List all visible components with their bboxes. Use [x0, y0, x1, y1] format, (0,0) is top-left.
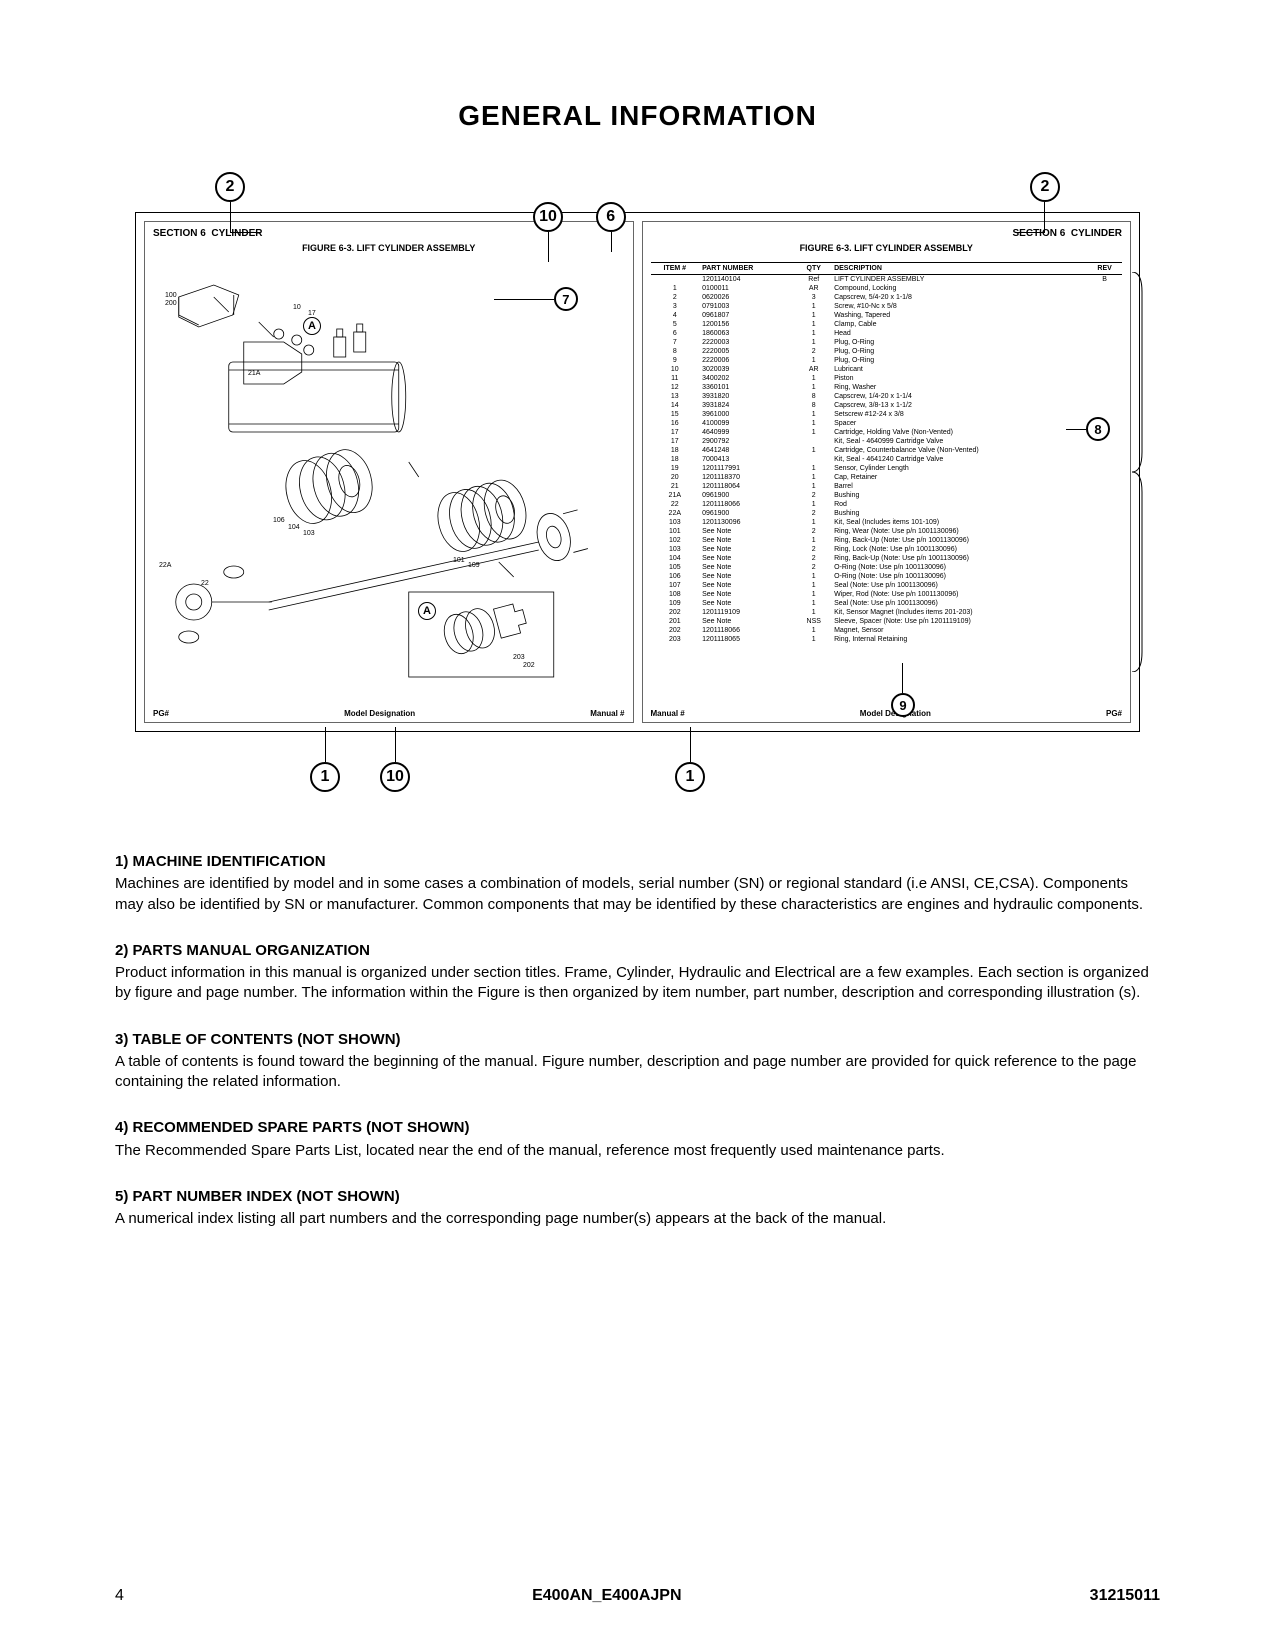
- callout-9: 9: [891, 693, 915, 717]
- info-sections: 1) MACHINE IDENTIFICATIONMachines are id…: [115, 852, 1160, 1229]
- table-row: 109See Note1Seal (Note: Use p/n 10011300…: [651, 599, 1123, 608]
- table-row: 20212011180661Magnet, Sensor: [651, 626, 1123, 635]
- parts-col-header: REV: [1087, 263, 1122, 275]
- callout-2-right: 2: [1030, 172, 1060, 202]
- table-row: 104See Note2Ring, Back-Up (Note: Use p/n…: [651, 554, 1123, 563]
- table-row: 2012011183701Cap, Retainer: [651, 473, 1123, 482]
- table-row: 107See Note1Seal (Note: Use p/n 10011300…: [651, 581, 1123, 590]
- table-row: 103020039ARLubricant: [651, 365, 1123, 374]
- table-row: 409618071Washing, Tapered: [651, 311, 1123, 320]
- footer-manual-number: 31215011: [1090, 1587, 1160, 1605]
- table-row: 172900792Kit, Seal - 4640999 Cartridge V…: [651, 437, 1123, 446]
- table-row: 2112011180641Barrel: [651, 482, 1123, 491]
- table-row: 22A09619002Bushing: [651, 509, 1123, 518]
- label-A-2: A: [418, 602, 436, 620]
- left-footer-pg: PG#: [153, 709, 169, 718]
- callout-7: 7: [554, 287, 578, 311]
- right-figure-title: FIGURE 6-3. LIFT CYLINDER ASSEMBLY: [643, 241, 1131, 259]
- table-row: 1339318208Capscrew, 1/4-20 x 1-1/4: [651, 392, 1123, 401]
- table-row: 618600631Head: [651, 329, 1123, 338]
- exploded-diagram: A A 100 200 21A 10 17 22A 22 106 104 103…: [153, 262, 625, 692]
- section-body: A numerical index listing all part numbe…: [115, 1209, 1160, 1229]
- table-row: 1912011179911Sensor, Cylinder Length: [651, 464, 1123, 473]
- left-footer-manual: Manual #: [590, 709, 624, 718]
- section-heading: 2) PARTS MANUAL ORGANIZATION: [115, 941, 1160, 961]
- table-row: 102See Note1Ring, Back-Up (Note: Use p/n…: [651, 536, 1123, 545]
- parts-col-header: PART NUMBER: [699, 263, 796, 275]
- parts-col-header: QTY: [796, 263, 831, 275]
- callout-1-left: 1: [310, 762, 340, 792]
- table-row: 108See Note1Wiper, Rod (Note: Use p/n 10…: [651, 590, 1123, 599]
- footer-model: E400AN_E400AJPN: [532, 1587, 681, 1605]
- section-body: Product information in this manual is or…: [115, 963, 1160, 1004]
- figure-example: 2 2 6 10 7 8 9 1 10 1 SECTION 6 CYLINDER: [115, 172, 1160, 792]
- parts-col-header: ITEM #: [651, 263, 700, 275]
- table-row: 2212011180661Rod: [651, 500, 1123, 509]
- section-heading: 3) TABLE OF CONTENTS (NOT SHOWN): [115, 1030, 1160, 1050]
- table-row: 822200052Plug, O-Ring: [651, 347, 1123, 356]
- table-row: 1201140104RefLIFT CYLINDER ASSEMBLYB: [651, 275, 1123, 285]
- table-row: 1846412481Cartridge, Counterbalance Valv…: [651, 446, 1123, 455]
- table-row: 20212011191091Kit, Sensor Magnet (Includ…: [651, 608, 1123, 617]
- table-row: 103See Note2Ring, Lock (Note: Use p/n 10…: [651, 545, 1123, 554]
- table-row: 1233601011Ring, Washer: [651, 383, 1123, 392]
- table-row: 106See Note1O-Ring (Note: Use p/n 100113…: [651, 572, 1123, 581]
- table-row: 512001561Clamp, Cable: [651, 320, 1123, 329]
- figure-frame: SECTION 6 CYLINDER FIGURE 6-3. LIFT CYLI…: [135, 212, 1140, 732]
- table-row: 20312011180651Ring, Internal Retaining: [651, 635, 1123, 644]
- callout-2-left: 2: [215, 172, 245, 202]
- right-footer-pg: PG#: [1106, 709, 1122, 718]
- table-row: 1539610001Setscrew #12-24 x 3/8: [651, 410, 1123, 419]
- section-heading: 4) RECOMMENDED SPARE PARTS (NOT SHOWN): [115, 1118, 1160, 1138]
- parts-col-header: DESCRIPTION: [831, 263, 1087, 275]
- table-row: 922200061Plug, O-Ring: [651, 356, 1123, 365]
- section-body: A table of contents is found toward the …: [115, 1052, 1160, 1093]
- label-A-1: A: [303, 317, 321, 335]
- page-footer: 4 E400AN_E400AJPN 31215011: [115, 1587, 1160, 1605]
- table-row: 105See Note2O-Ring (Note: Use p/n 100113…: [651, 563, 1123, 572]
- parts-table: ITEM #PART NUMBERQTYDESCRIPTIONREV 12011…: [651, 262, 1123, 644]
- callout-6: 6: [596, 202, 626, 232]
- table-row: 1439318248Capscrew, 3/8-13 x 1-1/2: [651, 401, 1123, 410]
- table-row: 1641000991Spacer: [651, 419, 1123, 428]
- parts-list-pane: SECTION 6 CYLINDER FIGURE 6-3. LIFT CYLI…: [642, 221, 1132, 723]
- brace-icon: [1130, 272, 1144, 672]
- callout-10-top: 10: [533, 202, 563, 232]
- left-figure-title: FIGURE 6-3. LIFT CYLINDER ASSEMBLY: [145, 241, 633, 259]
- table-row: 187000413Kit, Seal - 4641240 Cartridge V…: [651, 455, 1123, 464]
- table-row: 1134002021Piston: [651, 374, 1123, 383]
- table-row: 722200031Plug, O-Ring: [651, 338, 1123, 347]
- left-footer-model: Model Designation: [344, 709, 415, 718]
- table-row: 307910031Screw, #10-Nc x 5/8: [651, 302, 1123, 311]
- table-row: 1746409991Cartridge, Holding Valve (Non-…: [651, 428, 1123, 437]
- callout-10-bottom: 10: [380, 762, 410, 792]
- section-body: Machines are identified by model and in …: [115, 874, 1160, 915]
- footer-page-number: 4: [115, 1587, 124, 1605]
- table-row: 10100011ARCompound, Locking: [651, 284, 1123, 293]
- callout-1-right: 1: [675, 762, 705, 792]
- table-row: 206200263Capscrew, 5/4-20 x 1-1/8: [651, 293, 1123, 302]
- table-row: 21A09619002Bushing: [651, 491, 1123, 500]
- section-heading: 1) MACHINE IDENTIFICATION: [115, 852, 1160, 872]
- section-body: The Recommended Spare Parts List, locate…: [115, 1141, 1160, 1161]
- right-footer-manual: Manual #: [651, 709, 685, 718]
- section-heading: 5) PART NUMBER INDEX (NOT SHOWN): [115, 1187, 1160, 1207]
- table-row: 101See Note2Ring, Wear (Note: Use p/n 10…: [651, 527, 1123, 536]
- table-row: 201See NoteNSSSleeve, Spacer (Note: Use …: [651, 617, 1123, 626]
- page-title: GENERAL INFORMATION: [115, 100, 1160, 132]
- callout-8: 8: [1086, 417, 1110, 441]
- table-row: 10312011300961Kit, Seal (Includes items …: [651, 518, 1123, 527]
